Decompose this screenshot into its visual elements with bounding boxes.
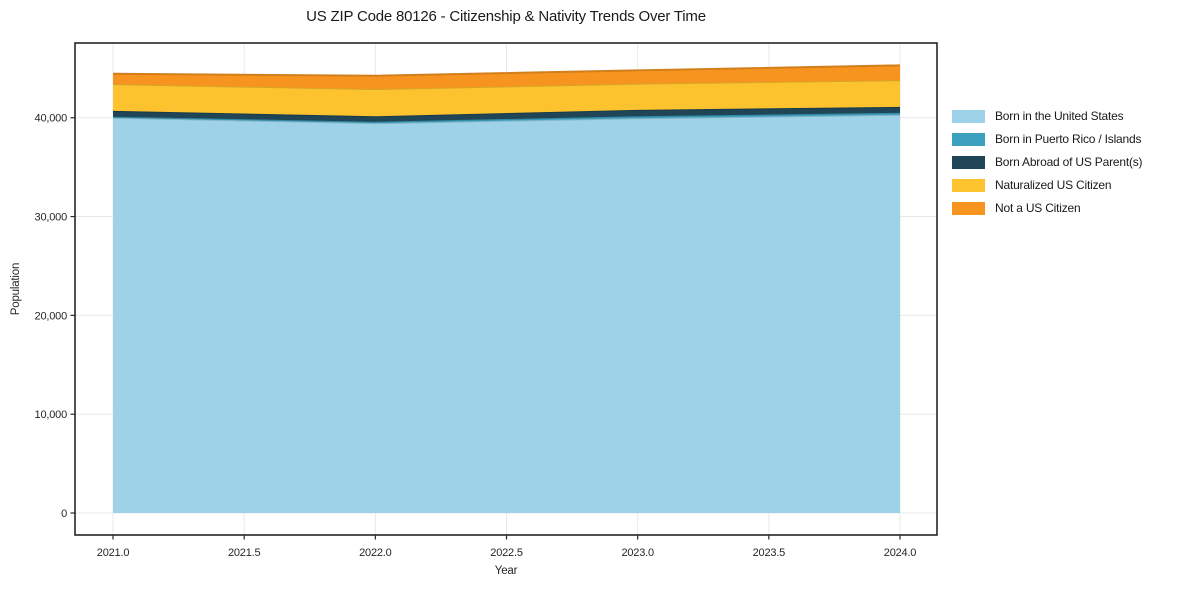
y-tick-label: 20,000 (35, 310, 68, 322)
legend-swatch (952, 156, 985, 169)
legend-label: Not a US Citizen (995, 201, 1081, 215)
legend-item-born-in-puerto-rico-islands: Born in Puerto Rico / Islands (952, 133, 1142, 146)
area-not-a-us-citizen (113, 65, 901, 90)
y-axis-label: Population (10, 262, 22, 316)
area-edge-born-in-the-united-states (113, 113, 901, 125)
area-naturalized-us-citizen (113, 80, 901, 117)
y-tick-label: 10,000 (35, 409, 68, 421)
y-tick-label: 0 (61, 508, 67, 520)
legend-swatch (952, 202, 985, 215)
legend-swatch (952, 110, 985, 123)
chart-title: US ZIP Code 80126 - Citizenship & Nativi… (306, 8, 706, 25)
x-axis-label: Year (494, 565, 518, 577)
legend-label: Born in Puerto Rico / Islands (995, 132, 1142, 146)
legend-label: Born Abroad of US Parent(s) (995, 155, 1143, 169)
x-tick-label: 2023.0 (621, 547, 654, 559)
legend-label: Naturalized US Citizen (995, 178, 1112, 192)
legend-item-not-a-us-citizen: Not a US Citizen (952, 202, 1142, 215)
legend: Born in the United States Born in Puerto … (952, 110, 1143, 225)
area-edge-not-a-us-citizen (113, 64, 901, 77)
y-tick-label: 30,000 (35, 212, 68, 224)
y-tick-label: 40,000 (35, 113, 68, 125)
legend-item-born-abroad-of-us-parent-s: Born Abroad of US Parent(s) (952, 155, 1143, 169)
x-tick-label: 2021.5 (228, 547, 261, 559)
x-tick-label: 2024.0 (884, 547, 917, 559)
x-tick-label: 2023.5 (753, 547, 786, 559)
x-tick-label: 2022.5 (490, 547, 523, 559)
area-born-abroad-of-us-parent-s (113, 106, 901, 122)
x-tick-label: 2021.0 (97, 547, 130, 559)
legend-item-born-in-the-united-states: Born in the United States (952, 110, 1142, 123)
legend-label: Born in the United States (995, 109, 1124, 123)
legend-swatch (952, 133, 985, 146)
x-tick-label: 2022.0 (359, 547, 392, 559)
legend-item-naturalized-us-citizen: Naturalized US Citizen (952, 179, 1142, 192)
area-born-in-the-united-states (113, 114, 901, 514)
legend-swatch (952, 179, 985, 192)
